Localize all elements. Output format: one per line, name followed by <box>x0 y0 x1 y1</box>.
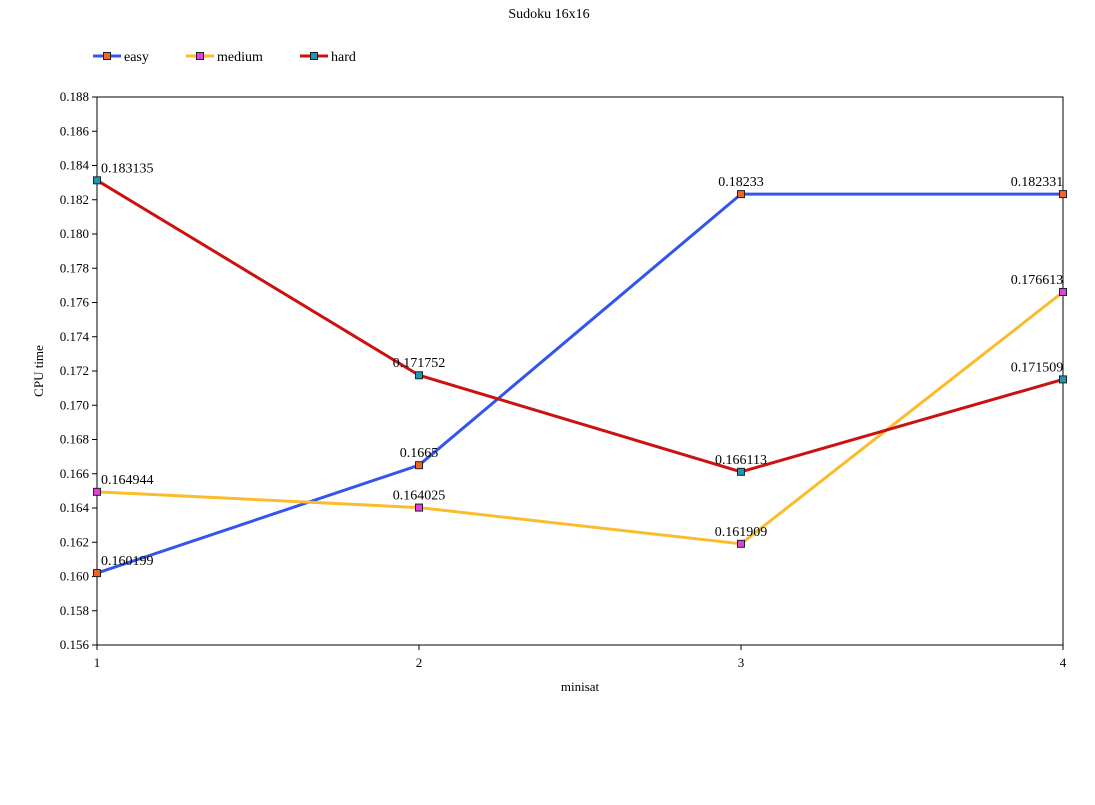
legend-marker-easy <box>103 52 111 60</box>
y-tick-label: 0.168 <box>60 432 89 447</box>
y-tick-label: 0.160 <box>60 569 89 584</box>
data-label-easy: 0.160199 <box>101 554 154 569</box>
legend-label-medium: medium <box>217 50 263 65</box>
x-axis-label: minisat <box>561 679 600 694</box>
legend-marker-medium <box>196 52 204 60</box>
data-label-medium: 0.161909 <box>715 525 768 540</box>
x-axis: 1 2 3 4 <box>94 645 1067 670</box>
data-point-easy <box>93 569 101 578</box>
y-tick-label: 0.158 <box>60 603 89 618</box>
x-tick-label: 3 <box>738 655 745 670</box>
data-point-medium <box>415 503 423 512</box>
y-tick-label: 0.180 <box>60 226 89 241</box>
y-axis: 0.156 0.158 0.160 0.162 0.164 0.166 0.168 0.170… <box>60 89 97 652</box>
data-point-easy <box>415 461 423 470</box>
legend-label-easy: easy <box>124 50 149 65</box>
y-tick-label: 0.178 <box>60 260 89 275</box>
y-tick-label: 0.188 <box>60 89 89 104</box>
data-label-hard: 0.166113 <box>715 453 767 468</box>
series-line-medium <box>96 290 1064 546</box>
data-label-easy: 0.182331 <box>1011 175 1064 190</box>
data-label-easy: 0.1665 <box>400 446 439 461</box>
y-tick-label: 0.174 <box>60 329 90 344</box>
y-tick-label: 0.184 <box>60 158 90 173</box>
x-tick-label: 4 <box>1060 655 1067 670</box>
data-label-medium: 0.164025 <box>393 489 446 504</box>
plot-area <box>96 96 1064 646</box>
data-label-medium: 0.176613 <box>1011 273 1064 288</box>
data-point-easy <box>1059 190 1067 199</box>
y-tick-label: 0.176 <box>60 295 90 310</box>
data-label-medium: 0.164944 <box>101 473 154 488</box>
x-tick-label: 2 <box>416 655 423 670</box>
data-point-hard <box>737 467 745 476</box>
series-layer: 0.160199 0.1665 0.18233 0.182331 0.164944 0.1… <box>93 161 1067 578</box>
data-point-easy <box>737 190 745 199</box>
y-axis-label: CPU time <box>31 345 46 397</box>
x-tick-label: 1 <box>94 655 101 670</box>
y-tick-label: 0.186 <box>60 123 90 138</box>
legend-label-hard: hard <box>331 50 356 65</box>
y-tick-label: 0.166 <box>60 466 90 481</box>
data-label-easy: 0.18233 <box>718 175 764 190</box>
legend-marker-hard <box>310 52 318 60</box>
y-tick-label: 0.172 <box>60 363 89 378</box>
data-point-hard <box>93 176 101 185</box>
data-label-hard: 0.183135 <box>101 161 154 176</box>
legend: easy medium hard <box>93 50 356 65</box>
y-tick-label: 0.170 <box>60 397 89 412</box>
y-tick-label: 0.164 <box>60 500 90 515</box>
y-tick-label: 0.162 <box>60 534 89 549</box>
data-point-hard <box>1059 375 1067 384</box>
chart-title: Sudoku 16x16 <box>508 7 589 22</box>
data-point-hard <box>415 371 423 380</box>
data-label-hard: 0.171509 <box>1011 360 1064 375</box>
data-point-medium <box>93 487 101 496</box>
data-point-medium <box>737 539 745 548</box>
series-line-easy <box>96 192 1064 575</box>
series-line-hard <box>96 179 1064 474</box>
y-tick-label: 0.182 <box>60 192 89 207</box>
y-tick-label: 0.156 <box>60 637 90 652</box>
data-point-medium <box>1059 288 1067 297</box>
data-label-hard: 0.171752 <box>393 356 446 371</box>
